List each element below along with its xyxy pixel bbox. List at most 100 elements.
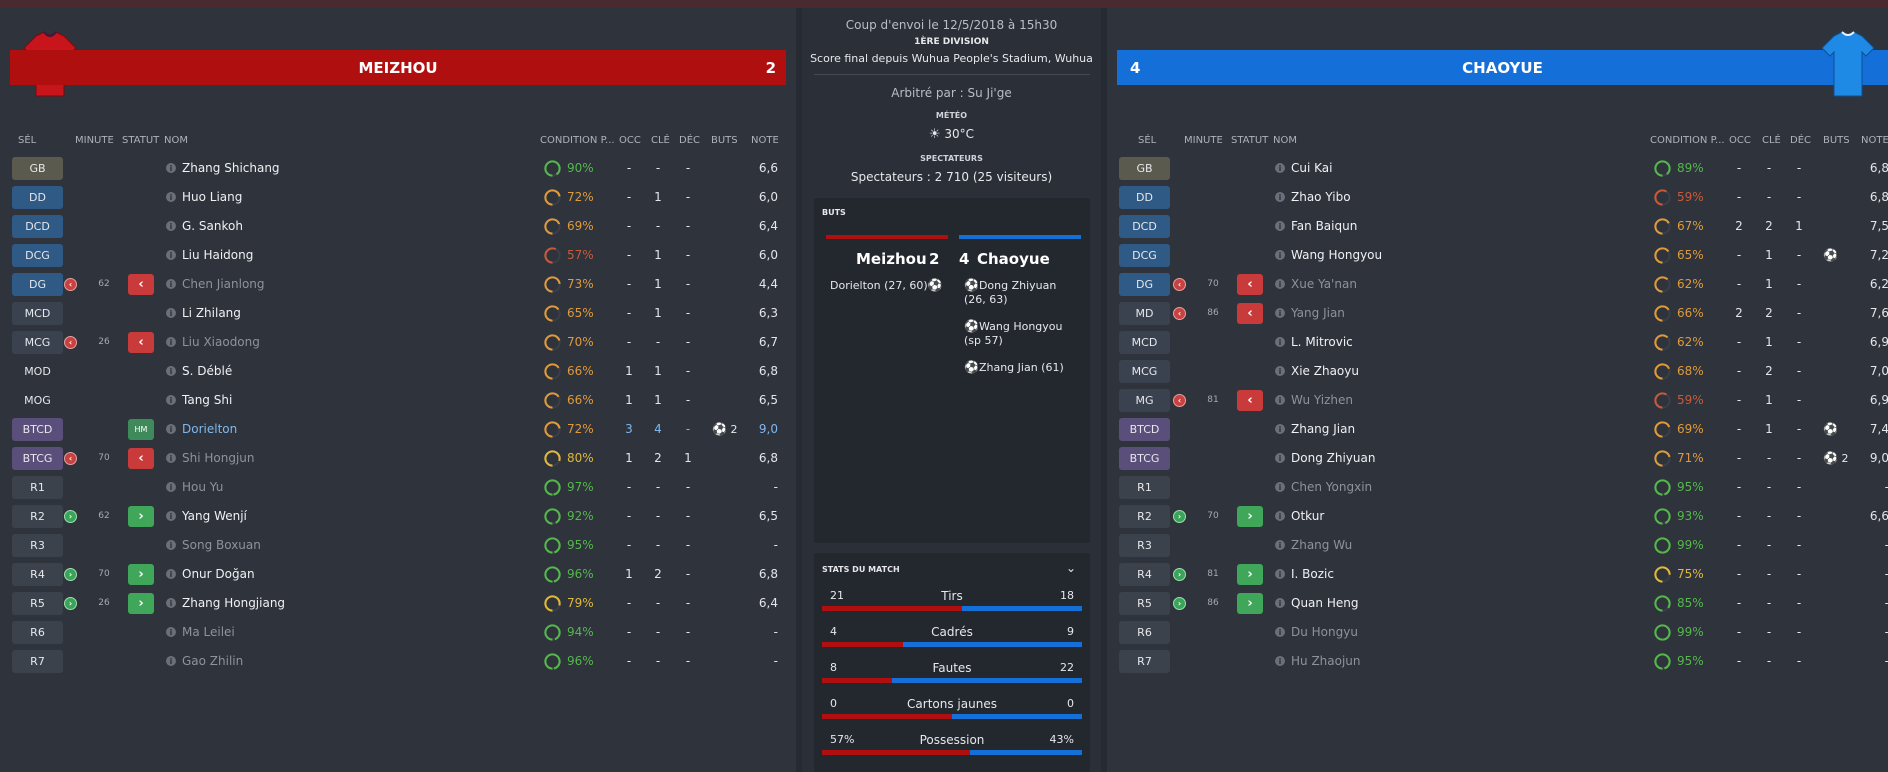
- away-header-occ[interactable]: OCC: [1729, 135, 1751, 146]
- home-player-name[interactable]: Zhang Hongjiang: [182, 596, 286, 610]
- away-position-badge[interactable]: R3: [1119, 534, 1170, 557]
- substituted-in-button[interactable]: ›: [1237, 506, 1263, 527]
- home-player-name[interactable]: Dorielton: [182, 422, 238, 436]
- info-icon[interactable]: i: [166, 540, 176, 550]
- away-player-row[interactable]: BTCG i Dong Zhiyuan 71% - - - ⚽ 2 9,0: [1107, 444, 1888, 473]
- home-player-row[interactable]: MCG ‹ 26 ‹ i Liu Xiaodong 70% - - -6,7: [0, 328, 796, 357]
- home-player-name[interactable]: Ma Leilei: [182, 625, 235, 639]
- substituted-out-button[interactable]: ‹: [1237, 390, 1263, 411]
- away-player-name[interactable]: Zhang Wu: [1291, 538, 1353, 552]
- home-player-row[interactable]: GB i Zhang Shichang 90% - - - 6,6: [0, 154, 796, 183]
- home-player-name[interactable]: G. Sankoh: [182, 219, 243, 233]
- home-player-name[interactable]: Tang Shi: [182, 393, 233, 407]
- home-position-badge[interactable]: MCD: [12, 302, 63, 325]
- home-player-row[interactable]: R4 › 70 › i Onur Doğan 96% 1 2-6,8: [0, 560, 796, 589]
- away-player-row[interactable]: R1 i Chen Yongxin 95% - - - -: [1107, 473, 1888, 502]
- home-player-row[interactable]: MOD i S. Déblé 66% 1 1 - 6,8: [0, 357, 796, 386]
- info-icon[interactable]: i: [1275, 221, 1285, 231]
- home-position-badge[interactable]: MOD: [24, 365, 51, 378]
- substituted-out-button[interactable]: ‹: [128, 274, 154, 295]
- home-player-row[interactable]: BTCD HM i Dorielton 72% 3 4 - ⚽ 2 9,0: [0, 415, 796, 444]
- info-icon[interactable]: i: [166, 482, 176, 492]
- info-icon[interactable]: i: [166, 279, 176, 289]
- info-icon[interactable]: i: [1275, 453, 1285, 463]
- home-player-row[interactable]: BTCG ‹ 70 ‹ i Shi Hongjun 80% 1 2 1 6,8: [0, 444, 796, 473]
- substituted-in-button[interactable]: ›: [1237, 593, 1263, 614]
- home-player-row[interactable]: DCG i Liu Haidong 57% - 1 - 6,0: [0, 241, 796, 270]
- away-position-badge[interactable]: DG: [1119, 273, 1170, 296]
- info-icon[interactable]: i: [166, 395, 176, 405]
- home-header-buts[interactable]: BUTS: [711, 135, 738, 146]
- away-player-name[interactable]: Xie Zhaoyu: [1291, 364, 1359, 378]
- info-icon[interactable]: i: [1275, 308, 1285, 318]
- info-icon[interactable]: i: [166, 308, 176, 318]
- substituted-in-button[interactable]: ›: [128, 564, 154, 585]
- away-player-name[interactable]: Zhao Yibo: [1291, 190, 1351, 204]
- home-position-badge[interactable]: BTCG: [12, 447, 63, 470]
- home-header-minute[interactable]: MINUTE: [75, 135, 114, 146]
- home-player-row[interactable]: R6 i Ma Leilei 94% - - - -: [0, 618, 796, 647]
- home-player-name[interactable]: Hou Yu: [182, 480, 224, 494]
- home-header-statut[interactable]: STATUT: [122, 135, 160, 146]
- away-position-badge[interactable]: DCD: [1119, 215, 1170, 238]
- away-player-row[interactable]: MCG i Xie Zhaoyu 68% - 2 - 7,0: [1107, 357, 1888, 386]
- home-player-row[interactable]: R7 i Gao Zhilin 96% - - - -: [0, 647, 796, 676]
- home-position-badge[interactable]: R1: [12, 476, 63, 499]
- home-position-badge[interactable]: MCG: [12, 331, 63, 354]
- away-player-name[interactable]: Quan Heng: [1291, 596, 1359, 610]
- away-player-name[interactable]: Hu Zhaojun: [1291, 654, 1361, 668]
- info-icon[interactable]: i: [1275, 598, 1285, 608]
- home-player-name[interactable]: Liu Xiaodong: [182, 335, 260, 349]
- info-icon[interactable]: i: [1275, 424, 1285, 434]
- home-position-badge[interactable]: R4: [12, 563, 63, 586]
- away-player-name[interactable]: Otkur: [1291, 509, 1325, 523]
- away-player-name[interactable]: Wu Yizhen: [1291, 393, 1353, 407]
- home-position-badge[interactable]: DG: [12, 273, 63, 296]
- home-header-cle[interactable]: CLÉ: [651, 135, 670, 146]
- home-player-name[interactable]: Liu Haidong: [182, 248, 254, 262]
- away-player-row[interactable]: MCD i L. Mitrovic 62% - 1 - 6,9: [1107, 328, 1888, 357]
- substituted-out-button[interactable]: ‹: [128, 332, 154, 353]
- info-icon[interactable]: i: [1275, 540, 1285, 550]
- info-icon[interactable]: i: [166, 453, 176, 463]
- away-player-row[interactable]: DCG i Wang Hongyou 65% - 1 - ⚽ 7,2: [1107, 241, 1888, 270]
- home-header-occ[interactable]: OCC: [619, 135, 641, 146]
- home-header-note[interactable]: NOTE: [751, 135, 779, 146]
- info-icon[interactable]: i: [166, 192, 176, 202]
- home-player-name[interactable]: Shi Hongjun: [182, 451, 255, 465]
- home-position-badge[interactable]: R7: [12, 650, 63, 673]
- away-position-badge[interactable]: R5: [1119, 592, 1170, 615]
- home-position-badge[interactable]: DD: [12, 186, 63, 209]
- away-player-name[interactable]: Fan Baiqun: [1291, 219, 1358, 233]
- away-header-buts[interactable]: BUTS: [1823, 135, 1850, 146]
- info-icon[interactable]: i: [166, 221, 176, 231]
- substituted-in-button[interactable]: ›: [1237, 564, 1263, 585]
- away-position-badge[interactable]: MD: [1119, 302, 1170, 325]
- away-position-badge[interactable]: MG: [1119, 389, 1170, 412]
- info-icon[interactable]: i: [166, 337, 176, 347]
- home-header-nom[interactable]: NOM: [164, 135, 188, 146]
- away-header-dec[interactable]: DÉC: [1790, 135, 1812, 146]
- away-player-row[interactable]: GB i Cui Kai 89% - - - 6,8: [1107, 154, 1888, 183]
- away-player-name[interactable]: I. Bozic: [1291, 567, 1334, 581]
- away-player-row[interactable]: BTCD i Zhang Jian 69% - 1 - ⚽ 7,4: [1107, 415, 1888, 444]
- away-header-sel[interactable]: SÉL: [1138, 135, 1157, 146]
- home-position-badge[interactable]: R6: [12, 621, 63, 644]
- away-player-row[interactable]: DG ‹ 70 ‹ i Xue Ya'nan 62% -1-6,2: [1107, 270, 1888, 299]
- home-position-badge[interactable]: MOG: [24, 394, 51, 407]
- away-position-badge[interactable]: R6: [1119, 621, 1170, 644]
- away-player-name[interactable]: Dong Zhiyuan: [1291, 451, 1376, 465]
- away-player-row[interactable]: R2 › 70 › i Otkur 93% - - -6,6: [1107, 502, 1888, 531]
- away-header-minute[interactable]: MINUTE: [1184, 135, 1223, 146]
- away-position-badge[interactable]: MCG: [1119, 360, 1170, 383]
- away-position-badge[interactable]: BTCG: [1119, 447, 1170, 470]
- info-icon[interactable]: i: [1275, 163, 1285, 173]
- home-player-row[interactable]: MOG i Tang Shi 66% 1 1 - 6,5: [0, 386, 796, 415]
- substituted-in-button[interactable]: ›: [128, 506, 154, 527]
- home-player-name[interactable]: S. Déblé: [182, 364, 233, 378]
- away-header-nom[interactable]: NOM: [1273, 135, 1297, 146]
- info-icon[interactable]: i: [166, 598, 176, 608]
- home-player-name[interactable]: Huo Liang: [182, 190, 243, 204]
- info-icon[interactable]: i: [166, 511, 176, 521]
- home-player-row[interactable]: R1 i Hou Yu 97% - - - -: [0, 473, 796, 502]
